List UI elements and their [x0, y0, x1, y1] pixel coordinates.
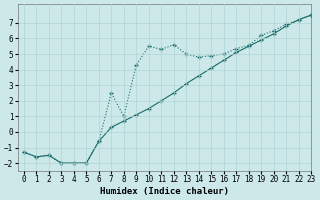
X-axis label: Humidex (Indice chaleur): Humidex (Indice chaleur) — [100, 187, 229, 196]
